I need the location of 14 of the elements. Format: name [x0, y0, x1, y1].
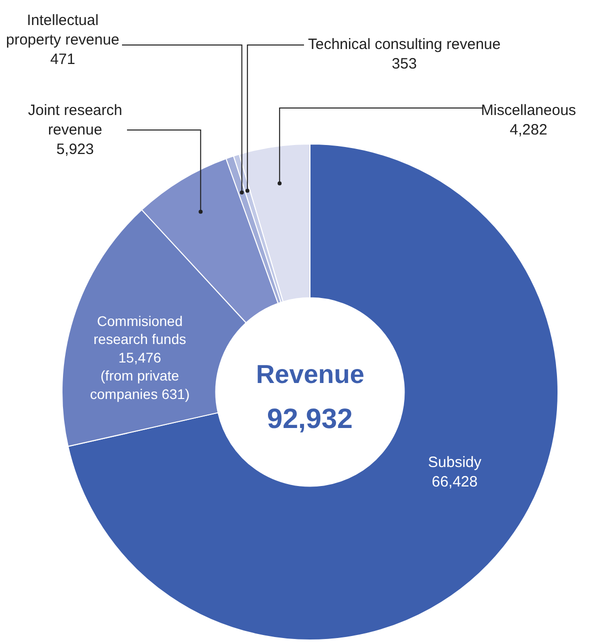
slice-label: Commisioned research funds — [94, 313, 186, 348]
slice-label: Technical consulting revenue — [308, 36, 501, 53]
data-label: 471 — [50, 51, 76, 68]
data-label: 4,282 — [510, 122, 548, 138]
text: Revenue — [256, 359, 364, 389]
data-label: 5,923 — [56, 141, 94, 158]
slice-label: Subsidy — [428, 454, 482, 471]
slice-label: Joint research revenue — [28, 102, 122, 138]
text: 92,932 — [267, 403, 353, 434]
data-label: 66,428 — [432, 474, 478, 490]
slice-label: Intellectual property revenue — [6, 12, 120, 48]
data-label: 15,476 (from private companies 631) — [90, 349, 190, 402]
data-label: 353 — [392, 56, 417, 72]
slice-label: Miscellaneous — [481, 102, 576, 119]
